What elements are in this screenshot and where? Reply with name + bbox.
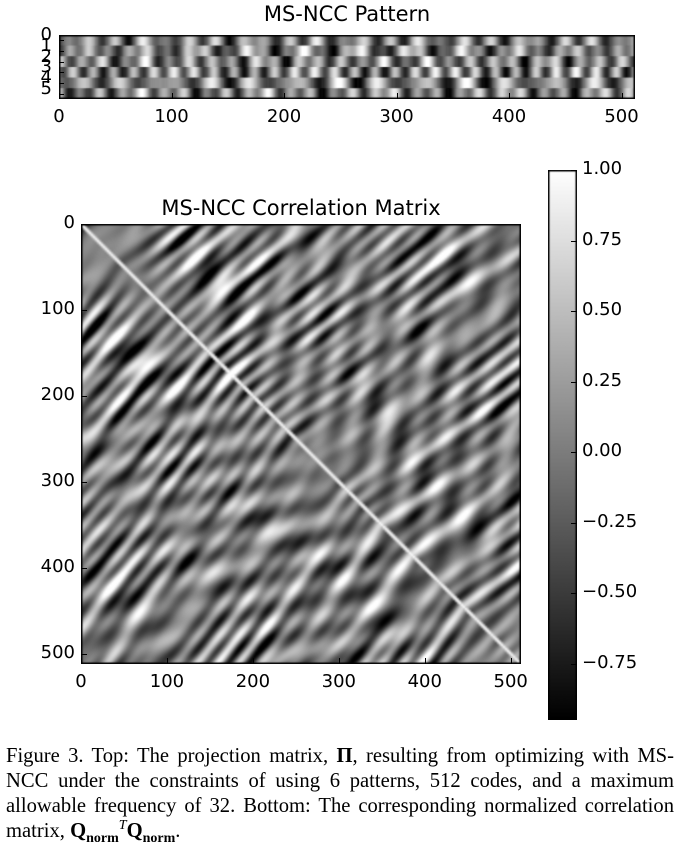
pattern-y-tick: 0 [40,24,52,46]
matrix-y-tick: 200 [40,383,75,405]
colorbar-tickmark [571,663,577,665]
matrix-y-tick: 0 [63,212,75,233]
pattern-x-tickmark [621,93,623,99]
matrix-y-tick: 500 [40,641,75,663]
matrix-y-tick: 100 [40,297,75,319]
pattern-x-tickmark [59,93,60,99]
pattern-x-tick: 0 [53,106,65,127]
pattern-x-tick: 400 [491,106,527,127]
pattern-title: MS-NCC Pattern [263,2,431,26]
matrix-y-tickmark [81,567,87,569]
matrix-x-tickmark [510,658,512,664]
pattern-x-tick: 500 [604,106,639,127]
pattern-x-tickmark [509,93,510,99]
colorbar-tick: 1.00 [582,158,623,179]
caption-end: . [175,820,181,842]
matrix-x-tickmark [252,658,254,664]
matrix-x-tick: 400 [407,671,442,692]
matrix-y-tickmark [81,224,87,225]
caption-label: Figure 3. [6,745,84,767]
matrix-title: MS-NCC Correlation Matrix [161,196,441,220]
matrix-x-tickmark [338,658,340,664]
colorbar-tick: −0.25 [582,510,638,532]
caption-q: Q [70,820,87,842]
matrix-x-tick: 0 [75,671,87,692]
colorbar-tickmark [571,170,577,171]
pattern-y-tickmark [59,40,64,42]
pattern-x-tick: 200 [266,106,302,127]
colorbar-tickmark [571,522,577,524]
pattern-x-tickmark [171,93,173,99]
matrix-y-tickmark [81,653,87,655]
pattern-y-tick: 3 [40,56,52,78]
matrix-y-tick: 300 [40,469,75,491]
caption-q2: Q [126,820,143,842]
pattern-y-tick: 1 [40,35,52,56]
pattern-x-tickmark [396,93,398,99]
colorbar-tick: 0.00 [582,440,623,462]
colorbar-tickmark [571,452,577,454]
pattern-y-tickmark [59,93,64,95]
pattern-y-tickmark [59,51,64,52]
pattern-y-tickmark [59,61,64,63]
colorbar-tickmark [571,381,577,383]
colorbar-tickmark [571,311,577,313]
colorbar-tick: −0.50 [582,581,638,603]
pattern-y-tickmark [59,83,64,84]
pattern-heatmap [59,35,635,99]
colorbar-tick: 0.25 [582,369,623,391]
matrix-y-tickmark [81,309,87,311]
colorbar-tick: −0.75 [582,651,638,673]
matrix-x-tick: 300 [321,671,356,692]
matrix-x-tick: 200 [235,671,271,692]
figure-caption: Figure 3. Top: The projection matrix, Π,… [6,744,674,847]
colorbar-tickmark [571,593,577,595]
correlation-matrix-heatmap [81,224,521,664]
pattern-y-tick: 2 [40,45,52,67]
caption-sub-norm-2: norm [142,831,176,847]
matrix-x-tickmark [424,658,426,664]
caption-text-b: , resulting from optimizing with MS-NCC … [6,745,674,842]
matrix-y-tickmark [81,481,87,483]
colorbar [548,170,577,720]
pattern-x-tickmark [284,93,285,99]
caption-sub-norm: norm [86,831,119,847]
pattern-y-tick: 5 [40,77,52,99]
colorbar-tick: 0.50 [582,299,623,321]
matrix-x-tickmark [166,658,168,664]
matrix-y-tick: 400 [40,555,75,577]
matrix-y-tickmark [81,395,87,397]
matrix-x-tick: 100 [149,671,185,692]
caption-symbol-pi: Π [336,745,353,767]
pattern-x-tick: 100 [154,106,189,127]
matrix-x-tickmark [81,658,82,664]
pattern-y-tickmark [59,72,64,74]
pattern-x-tick: 300 [379,106,414,127]
colorbar-tick: 0.75 [582,228,623,250]
caption-sup-t: T [118,818,127,834]
colorbar-tickmark [571,240,577,242]
matrix-x-tick: 500 [493,671,528,692]
caption-text-a: Top: The projection matrix, [83,745,337,767]
pattern-y-tick: 4 [40,67,52,88]
